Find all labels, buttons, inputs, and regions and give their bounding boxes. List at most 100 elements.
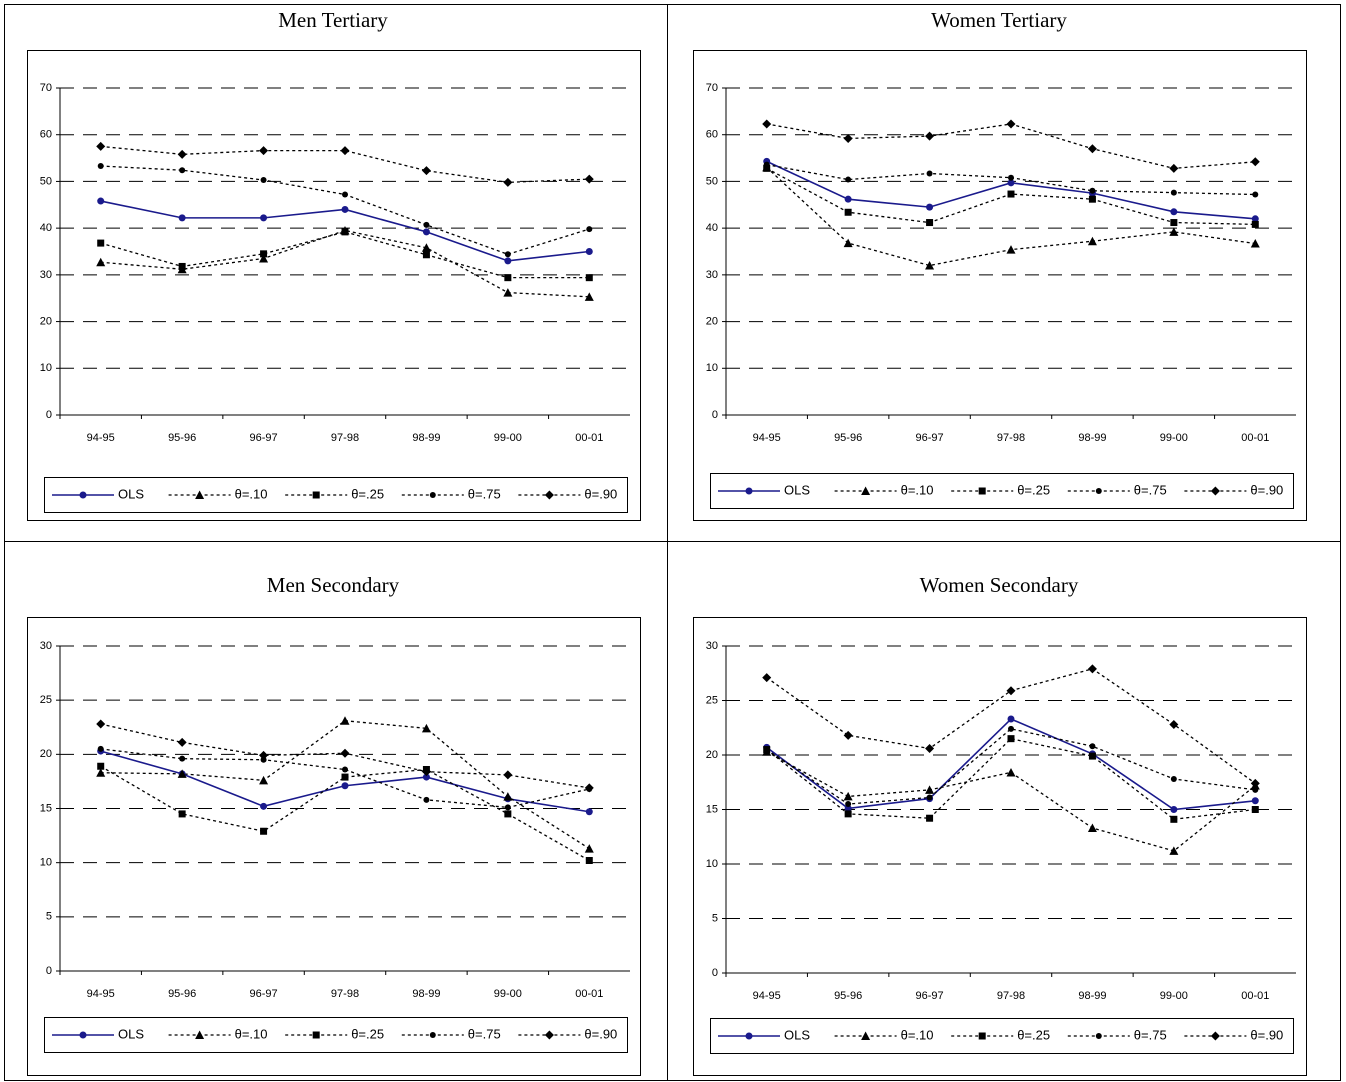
y-tick-label: 0 [712, 967, 718, 979]
marker [1006, 686, 1016, 696]
marker [1087, 144, 1097, 154]
x-tick-label: 97-98 [997, 990, 1025, 1002]
marker [845, 801, 852, 808]
marker [585, 857, 593, 864]
x-tick-label: 97-98 [997, 432, 1025, 444]
marker [97, 197, 105, 205]
marker [978, 1032, 986, 1040]
y-tick-label: 30 [706, 640, 718, 652]
marker [79, 1031, 87, 1039]
legend-label: θ=.90 [1250, 482, 1283, 497]
marker [195, 1030, 205, 1039]
x-tick-label: 98-99 [412, 988, 440, 1000]
marker [844, 208, 852, 216]
marker [177, 149, 187, 159]
legend-box [44, 477, 628, 513]
x-tick-label: 95-96 [834, 990, 862, 1002]
marker [96, 257, 106, 267]
marker [1006, 245, 1016, 254]
marker [1089, 187, 1096, 194]
y-tick-label: 15 [40, 802, 52, 814]
y-tick-label: 10 [40, 362, 52, 374]
marker [178, 262, 186, 270]
marker [423, 796, 430, 803]
x-tick-label: 98-99 [412, 432, 440, 444]
marker [1251, 220, 1259, 228]
marker [177, 737, 187, 747]
marker [421, 723, 431, 733]
marker [585, 248, 593, 255]
marker [1252, 786, 1259, 793]
marker [429, 1032, 436, 1038]
x-tick-label: 96-97 [250, 432, 278, 444]
x-tick-label: 00-01 [1241, 990, 1269, 1002]
x-tick-label: 94-95 [753, 990, 781, 1002]
x-tick-label: 94-95 [753, 432, 781, 444]
marker [1007, 190, 1015, 198]
marker [1089, 743, 1096, 750]
legend-label: θ=.90 [584, 486, 617, 501]
marker [96, 719, 106, 729]
marker [978, 487, 986, 495]
marker [96, 768, 106, 777]
legend-label: θ=.90 [1250, 1027, 1283, 1042]
marker [312, 491, 320, 499]
marker [504, 804, 511, 811]
marker [1251, 806, 1259, 813]
legend-label: θ=.10 [235, 486, 268, 501]
marker [1095, 1033, 1102, 1039]
chart-frame [693, 617, 1307, 1076]
marker [340, 748, 350, 758]
y-tick-label: 5 [712, 912, 718, 924]
y-tick-label: 60 [40, 129, 52, 141]
chart-title: Women Secondary [920, 573, 1079, 597]
marker [861, 486, 871, 495]
marker [1088, 195, 1096, 203]
y-tick-label: 10 [706, 858, 718, 870]
y-tick-label: 30 [40, 269, 52, 281]
marker [260, 250, 268, 258]
marker [925, 131, 935, 141]
marker [178, 214, 186, 222]
marker [342, 191, 348, 198]
marker [844, 804, 852, 812]
marker [312, 1031, 320, 1039]
marker [97, 163, 104, 170]
x-tick-label: 96-97 [916, 432, 944, 444]
marker [1251, 797, 1259, 805]
y-tick-label: 20 [706, 749, 718, 761]
marker [1087, 236, 1097, 246]
legend-box [710, 1018, 1294, 1054]
x-tick-label: 99-00 [494, 988, 522, 1000]
marker [504, 251, 511, 258]
x-tick-label: 94-95 [87, 432, 115, 444]
chart-title: Women Tertiary [931, 8, 1067, 32]
marker [504, 274, 512, 282]
marker [259, 775, 269, 785]
marker [504, 810, 512, 818]
table-border [4, 4, 1341, 1081]
marker [926, 170, 933, 177]
series-line [766, 123, 1256, 170]
marker [195, 490, 205, 499]
marker [844, 810, 852, 818]
marker [1251, 215, 1259, 223]
marker [1170, 208, 1178, 216]
marker [177, 769, 187, 778]
marker [585, 274, 593, 282]
chart-frame [693, 50, 1307, 521]
marker [503, 770, 513, 780]
marker [423, 221, 430, 228]
y-tick-label: 5 [46, 911, 52, 923]
marker [259, 254, 269, 263]
y-tick-label: 70 [706, 82, 718, 94]
y-tick-label: 30 [706, 269, 718, 281]
chart-frame [27, 50, 641, 521]
marker [340, 146, 350, 156]
legend-label: OLS [118, 486, 144, 501]
x-tick-label: 97-98 [331, 988, 359, 1000]
marker [1169, 163, 1179, 173]
series-line [766, 737, 1256, 820]
